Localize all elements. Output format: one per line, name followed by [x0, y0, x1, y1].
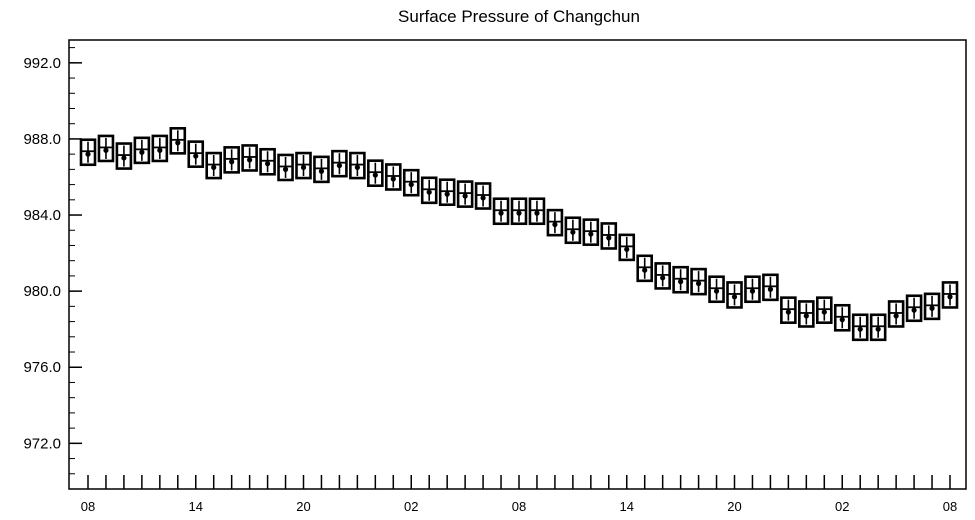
x-tick-label: 02	[835, 499, 849, 514]
data-point	[624, 246, 630, 252]
data-point	[300, 164, 307, 171]
data-point	[803, 313, 809, 319]
data-point	[247, 157, 253, 163]
data-point	[462, 193, 468, 199]
x-tick-label: 08	[512, 499, 526, 514]
x-tick-label: 02	[404, 499, 418, 514]
data-point	[354, 164, 360, 171]
data-point	[857, 326, 863, 332]
data-point	[282, 166, 289, 172]
data-point	[390, 176, 396, 182]
data-point	[85, 151, 91, 157]
data-point	[480, 195, 486, 201]
data-point	[570, 229, 576, 235]
x-tick-label: 14	[189, 499, 203, 514]
data-point	[678, 279, 684, 285]
data-point	[713, 288, 720, 294]
y-tick-label: 992.0	[23, 55, 61, 72]
data-point	[839, 317, 845, 323]
data-point	[588, 231, 594, 237]
x-tick-label: 08	[943, 499, 957, 514]
data-point	[211, 164, 217, 171]
data-point	[911, 307, 917, 313]
y-tick-label: 976.0	[23, 359, 61, 376]
data-point	[426, 189, 432, 195]
data-point	[408, 181, 414, 188]
data-point	[695, 280, 702, 287]
x-tick-label: 20	[296, 499, 310, 514]
plot-area: 992.0 988.0 984.0 980.0 976.0 972.0 08 14 20 02 08…	[23, 39, 967, 514]
y-tick-label: 972.0	[23, 435, 61, 452]
data-point	[103, 147, 109, 153]
data-point	[336, 162, 343, 169]
x-tick-label: 20	[727, 499, 741, 514]
x-tick-label: 08	[81, 499, 95, 514]
data-point	[767, 286, 774, 292]
data-point	[749, 288, 756, 294]
y-tick-label: 988.0	[23, 131, 61, 148]
data-point	[516, 210, 522, 216]
y-tick-label: 980.0	[23, 283, 61, 300]
data-point	[498, 210, 504, 216]
data-point	[193, 153, 199, 159]
data-point	[121, 155, 127, 161]
data-point	[929, 305, 935, 311]
data-point	[372, 172, 378, 178]
data-point	[534, 210, 540, 216]
data-point	[785, 309, 791, 315]
plot-frame	[68, 39, 967, 490]
x-tick-label: 14	[620, 499, 634, 514]
data-point	[606, 235, 612, 241]
data-point	[318, 168, 325, 174]
data-point	[731, 294, 738, 300]
y-tick-label: 984.0	[23, 207, 61, 224]
data-point	[175, 140, 181, 146]
data-point	[947, 294, 953, 300]
data-point	[821, 309, 827, 315]
data-point	[875, 326, 881, 332]
data-point	[893, 313, 899, 319]
data-point	[552, 221, 558, 228]
data-point	[264, 161, 271, 167]
data-point	[229, 159, 235, 165]
data-point	[660, 275, 666, 281]
data-point	[157, 147, 163, 153]
data-point	[139, 149, 145, 155]
data-point	[444, 191, 450, 197]
data-point	[642, 267, 648, 273]
chart-title: Surface Pressure of Changchun	[398, 7, 640, 26]
